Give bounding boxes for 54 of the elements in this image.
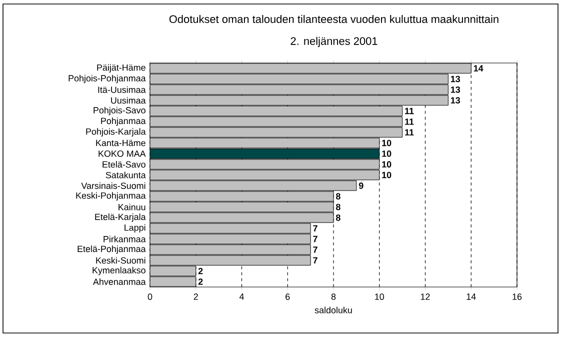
y-tick-label: Etelä-Savo bbox=[102, 161, 146, 168]
y-tick-label: Ahvenanmaa bbox=[92, 278, 146, 285]
y-tick-label: Uusimaa bbox=[111, 97, 146, 104]
x-tick-label: 14 bbox=[466, 294, 476, 300]
data-label: 7 bbox=[313, 225, 318, 232]
data-label: 9 bbox=[358, 182, 364, 189]
data-label: 10 bbox=[382, 140, 392, 146]
data-label: 13 bbox=[450, 97, 460, 104]
data-label: 14 bbox=[474, 65, 484, 72]
y-tick-label: Etelä-Pohjanmaa bbox=[78, 245, 146, 254]
y-tick-label: Itä-Uusimaa bbox=[98, 86, 146, 93]
data-label: 11 bbox=[405, 118, 414, 125]
chart-title: Odotukset oman talouden tilanteesta vuoden kuluttua maakunnittain bbox=[169, 14, 498, 24]
data-label: 11 bbox=[405, 129, 414, 136]
data-label: 8 bbox=[336, 214, 340, 221]
data-label: 8 bbox=[336, 193, 340, 200]
y-tick-label: Satakunta bbox=[106, 172, 146, 178]
data-label: 2 bbox=[198, 268, 203, 274]
y-tick-label: Etelä-Karjala bbox=[95, 213, 146, 222]
data-label: 13 bbox=[450, 86, 460, 93]
chart-subtitle: 2. neljännes 2001 bbox=[290, 36, 378, 48]
y-tick-label: Varsinais-Suomi bbox=[81, 182, 146, 189]
x-tick-label: 12 bbox=[420, 294, 430, 300]
y-tick-label: Pohjois-Pohjanmaa bbox=[68, 74, 146, 84]
data-label: 7 bbox=[313, 236, 318, 242]
y-tick-label: Kanta-Häme bbox=[96, 140, 146, 146]
x-tick-label: 2 bbox=[194, 294, 198, 300]
y-tick-label: Pirkanmaa bbox=[104, 236, 146, 242]
x-axis-title: saldoluku bbox=[314, 306, 352, 314]
data-label: 11 bbox=[405, 108, 414, 114]
x-tick-label: 16 bbox=[512, 294, 522, 300]
x-tick-label: 0 bbox=[148, 294, 152, 300]
data-label: 10 bbox=[382, 172, 392, 178]
data-label: 13 bbox=[450, 76, 460, 82]
x-tick-label: 10 bbox=[375, 294, 384, 300]
y-tick-label: Päijät-Häme bbox=[97, 64, 146, 73]
y-tick-label: Pohjanmaa bbox=[101, 117, 146, 126]
data-label: 7 bbox=[313, 246, 318, 253]
x-tick-label: 8 bbox=[331, 294, 336, 300]
data-label: 7 bbox=[313, 257, 318, 264]
y-tick-label: Pohjois-Karjala bbox=[86, 128, 146, 137]
y-tick-label: Kymenlaakso bbox=[92, 266, 146, 276]
data-label: 8 bbox=[336, 204, 340, 210]
x-tick-label: 6 bbox=[286, 294, 290, 300]
y-tick-label: KOKO MAA bbox=[98, 150, 146, 157]
y-tick-label: Kainuu bbox=[118, 204, 146, 210]
y-tick-label: Keski-Suomi bbox=[96, 257, 146, 264]
y-tick-label: Keski-Pohjanmaa bbox=[76, 192, 146, 201]
y-tick-label: Lappi bbox=[124, 224, 146, 233]
data-label: 2 bbox=[198, 278, 203, 285]
data-label: 10 bbox=[382, 161, 392, 168]
y-tick-label: Pohjois-Savo bbox=[94, 106, 146, 116]
x-tick-label: 4 bbox=[239, 294, 244, 300]
data-label: 10 bbox=[382, 150, 392, 157]
